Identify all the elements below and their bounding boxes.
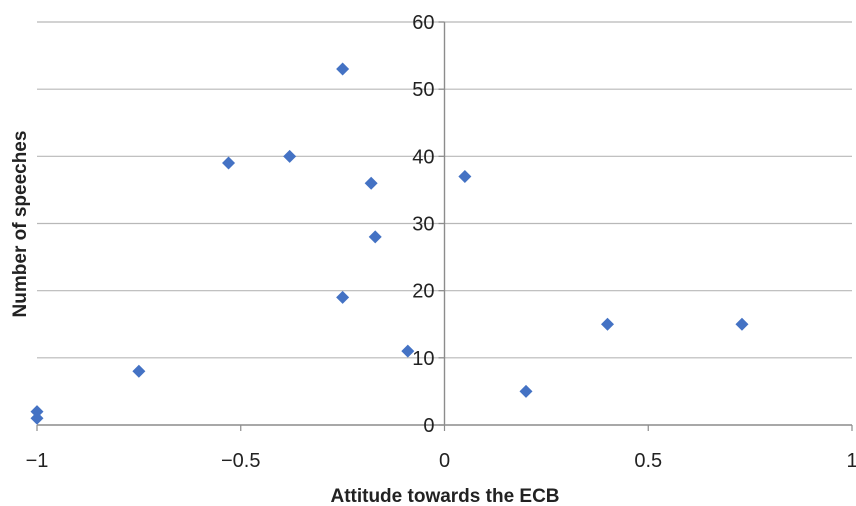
data-point-10 [458,169,472,183]
x-tick-label: −1 [26,450,49,472]
data-points [30,62,749,425]
x-tick-label: 0 [439,450,450,472]
x-tick-label: −0.5 [221,450,260,472]
data-point-7 [364,176,378,190]
data-point-11 [519,384,533,398]
y-tick-label: 60 [412,12,434,34]
x-axis-title: Attitude towards the ECB [330,486,559,506]
data-point-13 [735,317,749,331]
y-axis-title: Number of speeches [10,131,31,318]
data-point-2 [132,364,146,378]
data-point-5 [336,62,350,76]
x-tick-label: 1 [846,450,856,472]
y-tick-label: 10 [412,348,434,370]
data-point-4 [283,149,297,163]
y-tick-label: 40 [412,146,434,168]
axes [36,21,853,431]
data-point-0 [30,405,44,419]
y-tick-label: 20 [412,281,434,303]
data-point-3 [222,156,236,170]
data-point-8 [368,230,382,244]
y-tick-label: 0 [423,415,434,437]
data-point-12 [601,317,614,331]
data-point-6 [336,290,350,304]
data-point-9 [401,344,415,358]
y-tick-label: 30 [412,214,434,236]
y-tick-label: 50 [412,79,434,101]
data-point-1 [30,411,44,425]
x-tick-label: 0.5 [634,450,662,472]
